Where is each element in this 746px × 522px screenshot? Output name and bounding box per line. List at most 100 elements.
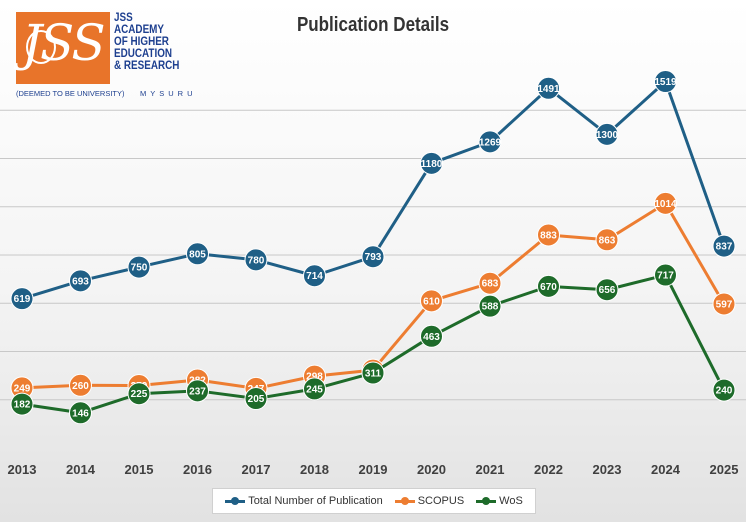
data-label: 883 bbox=[540, 230, 557, 241]
data-label: 182 bbox=[14, 400, 31, 411]
x-tick-label: 2018 bbox=[300, 462, 329, 477]
data-point bbox=[186, 242, 209, 266]
data-point bbox=[10, 287, 34, 311]
logo-city: MYSURU bbox=[140, 89, 197, 98]
x-tick-label: 2013 bbox=[8, 462, 37, 477]
data-point bbox=[303, 264, 326, 288]
data-label: 1180 bbox=[421, 159, 443, 170]
data-point bbox=[420, 151, 443, 175]
x-tick-label: 2017 bbox=[242, 462, 271, 477]
data-point bbox=[595, 278, 619, 302]
data-label: 260 bbox=[72, 381, 89, 392]
data-point bbox=[595, 122, 619, 146]
data-label: 298 bbox=[306, 372, 323, 383]
logo-name-line: OF HIGHER bbox=[114, 36, 169, 48]
logo-status: (DEEMED TO BE UNIVERSITY) bbox=[16, 89, 125, 98]
data-point bbox=[361, 245, 385, 269]
data-point bbox=[420, 324, 443, 348]
logo-name-line: ACADEMY bbox=[114, 24, 165, 36]
data-label: 240 bbox=[716, 386, 733, 397]
data-label: 245 bbox=[306, 384, 323, 395]
data-label: 1014 bbox=[654, 199, 677, 210]
data-point bbox=[127, 382, 151, 406]
legend-item-wos: WoS bbox=[476, 495, 523, 507]
x-tick-label: 2014 bbox=[66, 462, 96, 477]
data-label: 588 bbox=[482, 302, 499, 313]
legend-item-scopus: SCOPUS bbox=[394, 495, 465, 507]
x-tick-label: 2022 bbox=[534, 462, 563, 477]
x-tick-label: 2023 bbox=[593, 462, 622, 477]
data-point bbox=[478, 271, 502, 295]
data-point bbox=[69, 401, 92, 425]
logo-name-line: JSS bbox=[114, 12, 133, 24]
chart-title: Publication Details bbox=[296, 14, 450, 36]
data-point bbox=[420, 289, 443, 313]
logo-name: JSS ACADEMY OF HIGHER EDUCATION & RESEAR… bbox=[114, 12, 179, 72]
logo-name-line: & RESEARCH bbox=[114, 60, 180, 72]
data-point bbox=[712, 234, 736, 258]
data-label: 237 bbox=[189, 386, 206, 397]
data-point bbox=[244, 248, 268, 272]
legend-label: Total Number of Publication bbox=[248, 495, 383, 507]
data-label: 656 bbox=[599, 285, 616, 296]
logo-emblem: JSS bbox=[16, 12, 110, 84]
data-label: 225 bbox=[131, 389, 148, 400]
data-label: 780 bbox=[248, 255, 265, 266]
data-label: 750 bbox=[131, 263, 148, 274]
x-tick-label: 2016 bbox=[183, 462, 212, 477]
data-label: 311 bbox=[365, 368, 382, 379]
legend-label: SCOPUS bbox=[417, 495, 465, 507]
data-label: 683 bbox=[482, 279, 499, 290]
data-label: 597 bbox=[716, 299, 733, 310]
x-tick-label: 2024 bbox=[651, 462, 681, 477]
data-point bbox=[478, 294, 502, 318]
x-tick-label: 2020 bbox=[417, 462, 446, 477]
data-label: 619 bbox=[14, 294, 31, 305]
data-label: 1269 bbox=[479, 137, 502, 148]
data-point bbox=[712, 292, 736, 316]
data-label: 693 bbox=[72, 276, 89, 287]
x-tick-label: 2019 bbox=[359, 462, 388, 477]
data-label: 714 bbox=[306, 271, 323, 282]
data-label: 205 bbox=[248, 394, 265, 405]
data-point bbox=[654, 70, 677, 94]
x-tick-label: 2015 bbox=[125, 462, 154, 477]
data-point bbox=[595, 228, 619, 252]
data-label: 793 bbox=[365, 252, 382, 263]
data-point bbox=[69, 373, 92, 397]
legend-marker-icon bbox=[225, 496, 246, 506]
data-point bbox=[712, 378, 736, 402]
data-point bbox=[654, 263, 677, 287]
seal-icon bbox=[26, 30, 56, 64]
logo-mark: JSS bbox=[22, 14, 106, 72]
legend-label: WoS bbox=[499, 495, 523, 507]
data-point bbox=[69, 269, 92, 293]
data-label: 805 bbox=[189, 249, 206, 260]
data-label: 1300 bbox=[596, 130, 619, 141]
data-label: 670 bbox=[540, 282, 557, 293]
series-line bbox=[21, 273, 726, 415]
data-label: 249 bbox=[14, 383, 31, 394]
data-point bbox=[537, 76, 560, 100]
data-point bbox=[244, 387, 268, 411]
data-point bbox=[361, 361, 385, 385]
data-point bbox=[10, 392, 34, 416]
data-label: 717 bbox=[657, 271, 674, 282]
x-tick-label: 2021 bbox=[476, 462, 505, 477]
legend-marker-icon bbox=[394, 496, 415, 506]
data-point bbox=[537, 223, 560, 247]
data-point bbox=[303, 377, 326, 401]
data-point bbox=[478, 130, 502, 154]
data-label: 1519 bbox=[654, 77, 677, 88]
data-point bbox=[186, 379, 209, 403]
data-label: 863 bbox=[599, 235, 616, 246]
data-point bbox=[537, 274, 560, 298]
data-label: 463 bbox=[423, 332, 440, 343]
data-point bbox=[654, 191, 677, 215]
data-label: 837 bbox=[716, 242, 733, 253]
data-label: 610 bbox=[423, 296, 440, 307]
chart-legend: Total Number of Publication SCOPUS WoS bbox=[212, 488, 536, 514]
legend-marker-icon bbox=[476, 496, 497, 506]
logo-name-line: EDUCATION bbox=[114, 48, 173, 60]
